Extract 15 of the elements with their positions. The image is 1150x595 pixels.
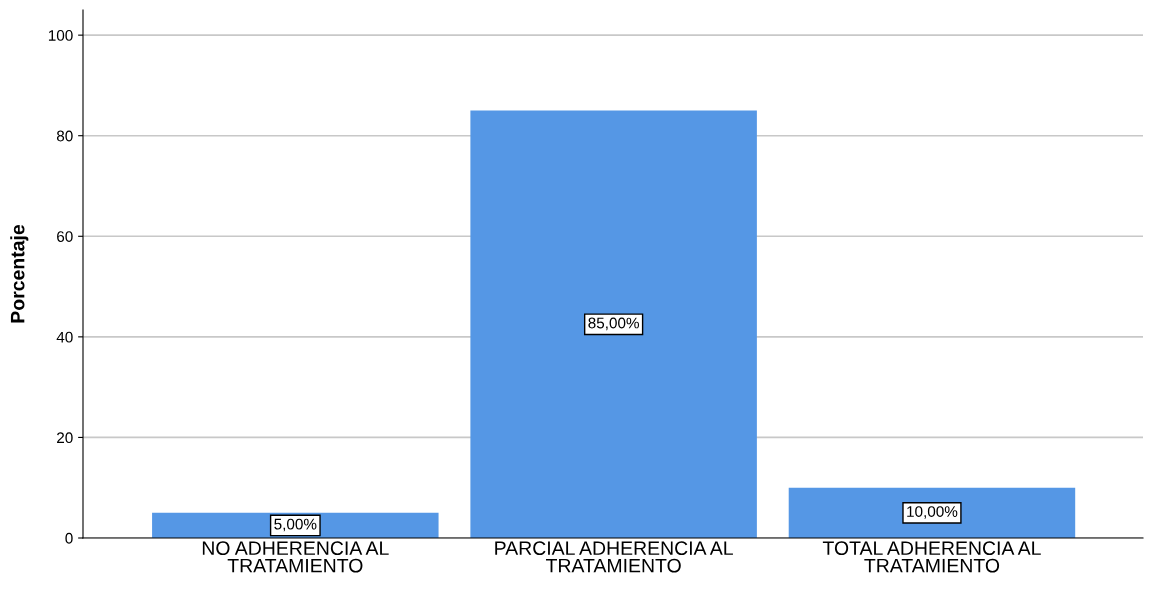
- y-axis-title: Porcentaje: [10, 224, 29, 323]
- y-tick-label: 80: [56, 130, 73, 142]
- y-tick-label: 40: [56, 331, 73, 343]
- x-tick-label: NO ADHERENCIA AL TRATAMIENTO: [202, 541, 389, 573]
- bar: [470, 110, 757, 538]
- y-tick-label: 0: [65, 532, 73, 544]
- y-tick-label: 100: [48, 30, 73, 41]
- data-label: 5,00%: [274, 518, 317, 532]
- y-tick-label: 20: [57, 432, 73, 444]
- bar: [788, 487, 1076, 538]
- data-label: 10,00%: [907, 506, 958, 519]
- y-tick-label: 60: [57, 231, 73, 242]
- data-label: 85,00%: [588, 317, 639, 331]
- x-tick-label: PARCIAL ADHERENCIA AL TRATAMIENTO: [495, 541, 733, 573]
- x-tick-label: TOTAL ADHERENCIA AL TRATAMIENTO: [822, 541, 1041, 573]
